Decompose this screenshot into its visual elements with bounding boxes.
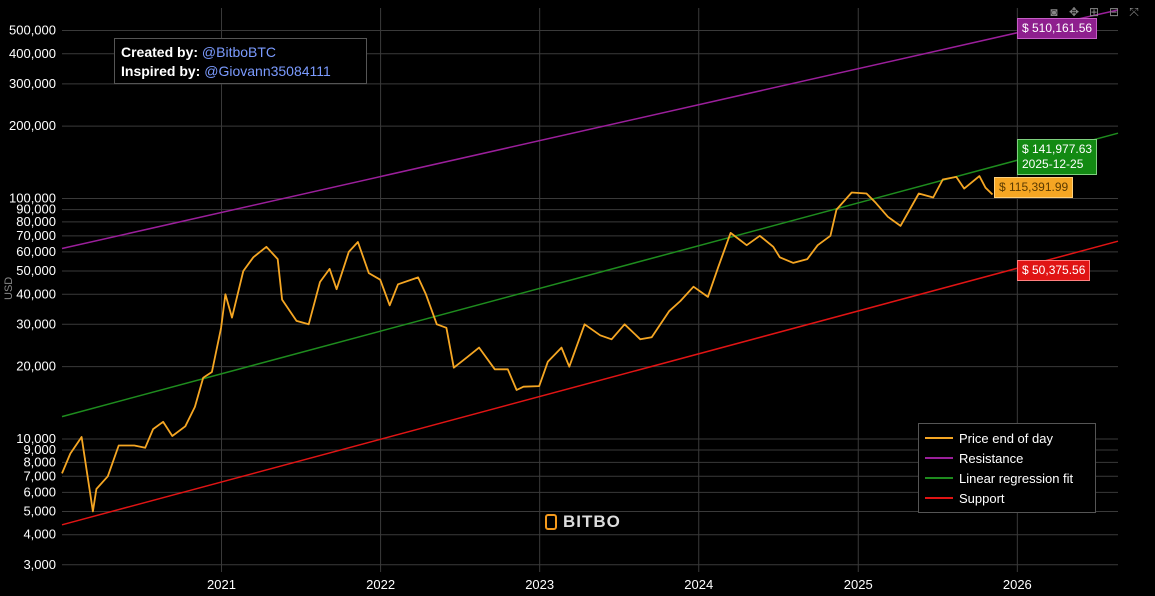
y-tick-label: 7,000 <box>23 468 56 483</box>
x-tick-label: 2024 <box>684 577 713 592</box>
y-axis-label: USD <box>3 276 15 300</box>
series-lines <box>61 9 1119 526</box>
y-tick-label: 8,000 <box>23 454 56 469</box>
legend-swatch-resistance <box>925 457 953 459</box>
y-tick-label: 50,000 <box>16 263 56 278</box>
chart-toolbar: ◙ ✥ ⊞ ⊟ ⤧ <box>1047 5 1141 19</box>
series-line-price-end-of-day <box>61 175 994 513</box>
zoom-in-icon[interactable]: ⊞ <box>1088 5 1100 19</box>
x-tick-label: 2025 <box>844 577 873 592</box>
y-tick-label: 200,000 <box>9 118 56 133</box>
y-tick-label: 80,000 <box>16 214 56 229</box>
inspired-label: Inspired by: <box>121 63 201 79</box>
credit-box: Created by: @BitboBTC Inspired by: @Giov… <box>114 38 367 84</box>
y-tick-label: 4,000 <box>23 527 56 542</box>
legend: Price end of day Resistance Linear regre… <box>918 423 1096 513</box>
x-tick-label: 2026 <box>1003 577 1032 592</box>
y-tick-label: 9,000 <box>23 442 56 457</box>
y-tick-label: 90,000 <box>16 202 56 217</box>
pan-icon[interactable]: ✥ <box>1068 5 1080 19</box>
legend-label-resistance: Resistance <box>959 450 1024 466</box>
legend-item-price[interactable]: Price end of day <box>925 428 1089 448</box>
x-tick-label: 2023 <box>525 577 554 592</box>
created-label: Created by: <box>121 44 199 60</box>
regression-date: 2025-12-25 <box>1022 157 1084 171</box>
y-tick-label: 100,000 <box>9 191 56 206</box>
legend-item-resistance[interactable]: Resistance <box>925 448 1089 468</box>
bitbo-logo: BITBO <box>545 512 621 532</box>
camera-icon[interactable]: ◙ <box>1050 5 1058 19</box>
y-tick-label: 500,000 <box>9 22 56 37</box>
regression-value-tag: $ 141,977.63 2025-12-25 <box>1017 139 1098 175</box>
y-tick-label: 70,000 <box>16 228 56 243</box>
regression-value: $ 141,977.63 <box>1022 142 1093 156</box>
zoom-out-icon[interactable]: ⊟ <box>1108 5 1120 19</box>
legend-swatch-support <box>925 497 953 499</box>
y-tick-label: 400,000 <box>9 46 56 61</box>
support-value-tag: $ 50,375.56 <box>1017 260 1091 281</box>
created-handle[interactable]: @BitboBTC <box>201 44 277 60</box>
y-tick-label: 60,000 <box>16 244 56 259</box>
legend-item-support[interactable]: Support <box>925 488 1089 508</box>
y-tick-label: 300,000 <box>9 76 56 91</box>
legend-label-support: Support <box>959 490 1005 506</box>
y-axis-ticks: 3,000 4,000 5,000 6,0007,0008,0009,00010,00… <box>9 22 56 571</box>
legend-label-regression: Linear regression fit <box>959 470 1074 486</box>
y-tick-label: 3,000 <box>23 557 56 572</box>
y-tick-label: 6,000 <box>23 484 56 499</box>
bitbo-logo-icon <box>545 514 557 530</box>
legend-label-price: Price end of day <box>959 430 1053 446</box>
x-tick-label: 2021 <box>207 577 236 592</box>
resistance-value-tag: $ 510,161.56 <box>1017 18 1098 39</box>
legend-swatch-regression <box>925 477 953 479</box>
inspired-handle[interactable]: @Giovann35084111 <box>204 63 331 79</box>
y-tick-label: 40,000 <box>16 286 56 301</box>
logo-text: BITBO <box>563 512 621 531</box>
y-tick-label: 10,000 <box>16 431 56 446</box>
y-tick-label: 5,000 <box>23 503 56 518</box>
series-line-linear-regression-fit <box>61 132 1119 418</box>
autoscale-icon[interactable]: ⤧ <box>1129 5 1139 19</box>
y-tick-label: 30,000 <box>16 316 56 331</box>
x-tick-label: 2022 <box>366 577 395 592</box>
legend-item-regression[interactable]: Linear regression fit <box>925 468 1089 488</box>
x-axis-ticks: 2021 2022 2023 2024 2025 2026 <box>207 577 1032 592</box>
legend-swatch-price <box>925 437 953 439</box>
series-line-support <box>61 240 1119 526</box>
price-value-tag: $ 115,391.99 <box>994 177 1074 198</box>
series-line-resistance <box>61 9 1119 250</box>
y-tick-label: 20,000 <box>16 359 56 374</box>
